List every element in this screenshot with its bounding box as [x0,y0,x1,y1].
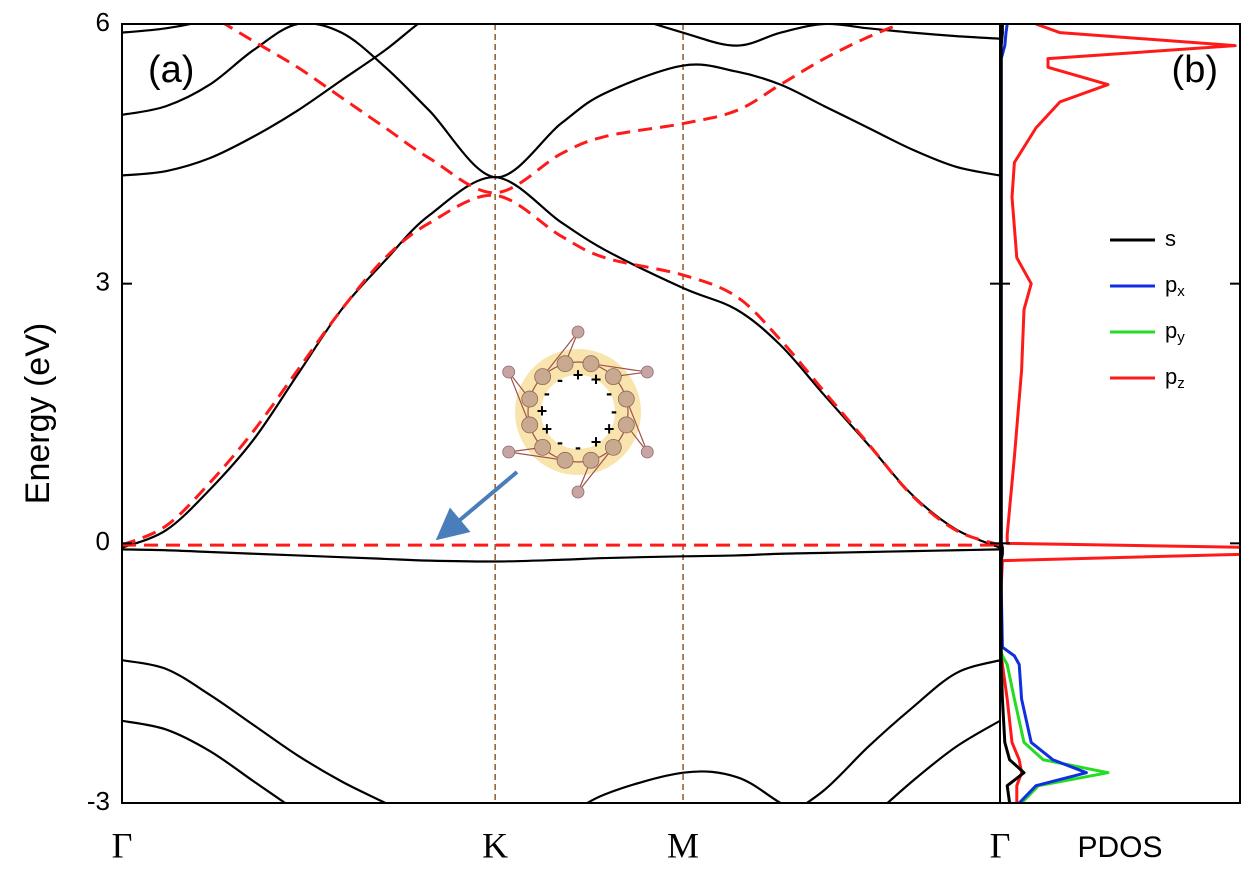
x-tick-label: K [482,825,508,865]
charge-sign: + [573,365,584,385]
figure: ΓKMΓ-3036(a)Energy (eV)(b)PDOSspxpypz++-… [0,0,1248,873]
atom [535,439,551,455]
atom [572,326,584,338]
charge-sign: - [557,432,563,452]
atom [572,486,584,498]
charge-sign: + [542,419,553,439]
charge-sign: - [544,383,550,403]
atom [618,417,634,433]
charge-sign: + [537,401,548,421]
atom [641,366,653,378]
charge-sign: + [591,370,602,390]
y-tick-label: 0 [96,526,110,556]
y-tick-label: -3 [87,786,110,816]
charge-sign: - [611,401,617,421]
x-tick-label: Γ [112,825,133,865]
atom [503,446,515,458]
charge-sign: + [591,432,602,452]
charge-sign: - [557,370,563,390]
panel-label: (a) [148,49,194,91]
atom [503,366,515,378]
atom [641,446,653,458]
x-tick-label: M [667,825,699,865]
atom [522,417,538,433]
y-tick-label: 6 [96,7,110,37]
panel-label: (b) [1172,49,1218,91]
atom [605,439,621,455]
x-tick-label: Γ [990,825,1011,865]
charge-sign: - [575,437,581,457]
legend-label: s [1165,226,1176,251]
y-tick-label: 3 [96,267,110,297]
x-axis-label: PDOS [1077,831,1162,864]
atom [618,391,634,407]
charge-sign: - [606,383,612,403]
atom [557,452,573,468]
atom [522,391,538,407]
page: {"chart_data": [ {"type": "line", "panel… [0,0,1248,873]
y-axis-label: Energy (eV) [19,323,57,504]
atom [583,452,599,468]
charge-sign: + [604,419,615,439]
